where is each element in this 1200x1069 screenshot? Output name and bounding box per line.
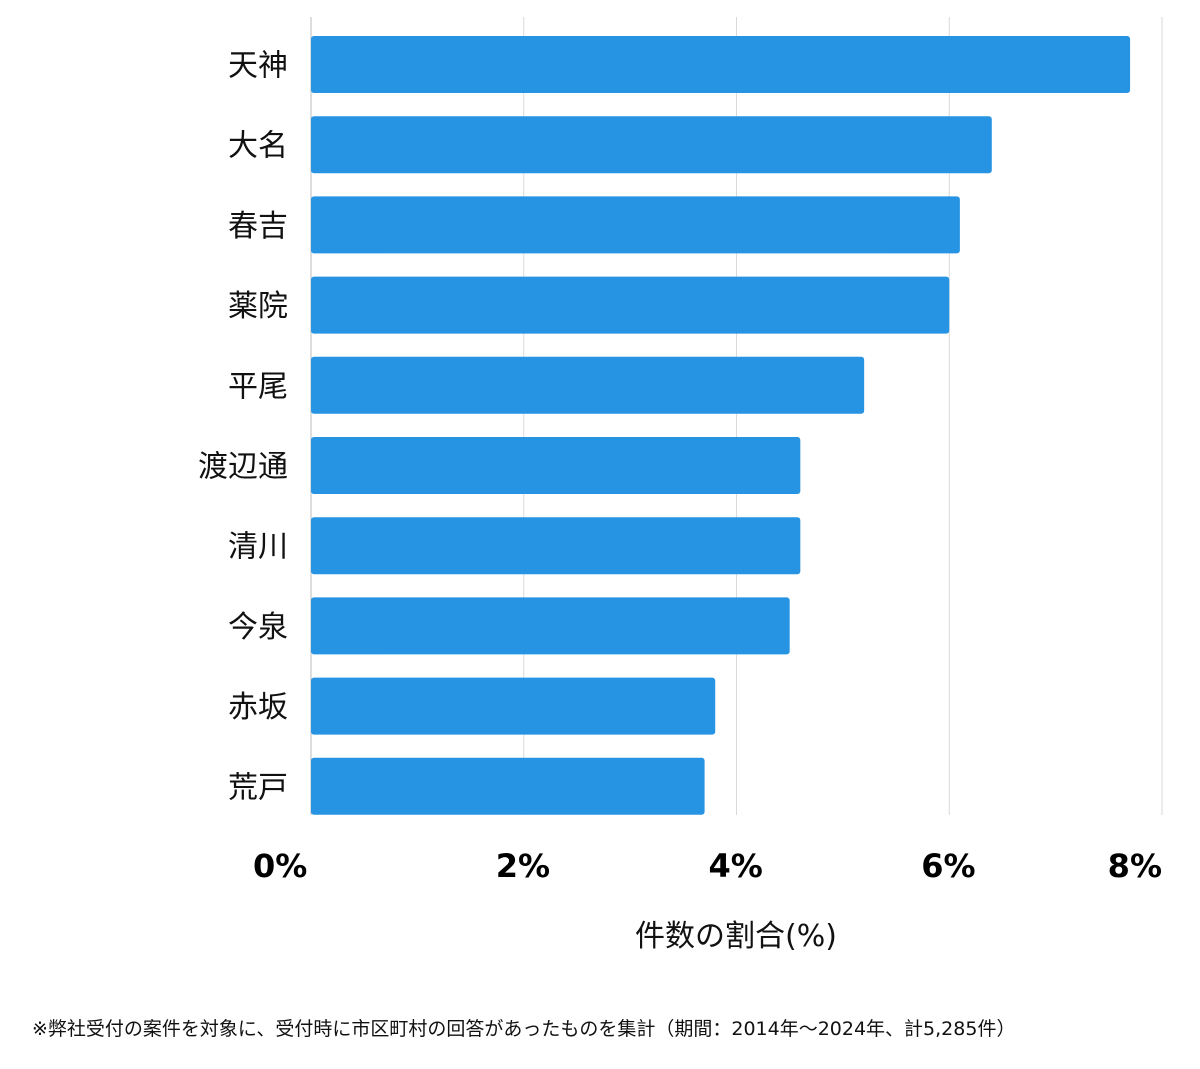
bar bbox=[311, 196, 960, 254]
category-label: 赤坂 bbox=[228, 690, 288, 725]
bar bbox=[311, 437, 801, 494]
category-label: 平尾 bbox=[228, 369, 288, 404]
bar bbox=[311, 597, 790, 655]
bar bbox=[311, 677, 716, 735]
bars bbox=[311, 36, 1131, 815]
bar bbox=[311, 116, 992, 174]
x-tick-labels: 0% 2% 4% 6% 8% bbox=[253, 847, 1162, 885]
category-label: 荒戸 bbox=[228, 770, 288, 805]
category-label: 天神 bbox=[228, 49, 288, 84]
bar bbox=[311, 276, 950, 334]
bar bbox=[311, 36, 1131, 93]
category-label: 清川 bbox=[228, 530, 288, 565]
category-label: 薬院 bbox=[228, 289, 288, 324]
category-label: 渡辺通 bbox=[198, 450, 288, 485]
category-label: 今泉 bbox=[228, 610, 288, 645]
x-axis-title: 件数の割合(%) bbox=[635, 919, 837, 954]
bar bbox=[311, 757, 705, 815]
category-label: 春吉 bbox=[228, 209, 288, 244]
x-tick-label: 2% bbox=[496, 847, 550, 885]
x-tick-label: 8% bbox=[1108, 847, 1162, 885]
bar bbox=[311, 356, 865, 414]
bar bbox=[311, 517, 801, 575]
x-tick-label: 0% bbox=[253, 847, 307, 885]
category-label: 大名 bbox=[228, 129, 288, 164]
footnote: ※弊社受付の案件を対象に、受付時に市区町村の回答があったものを集計（期間：201… bbox=[32, 1018, 1016, 1040]
x-tick-label: 6% bbox=[921, 847, 975, 885]
x-tick-label: 4% bbox=[709, 847, 763, 885]
